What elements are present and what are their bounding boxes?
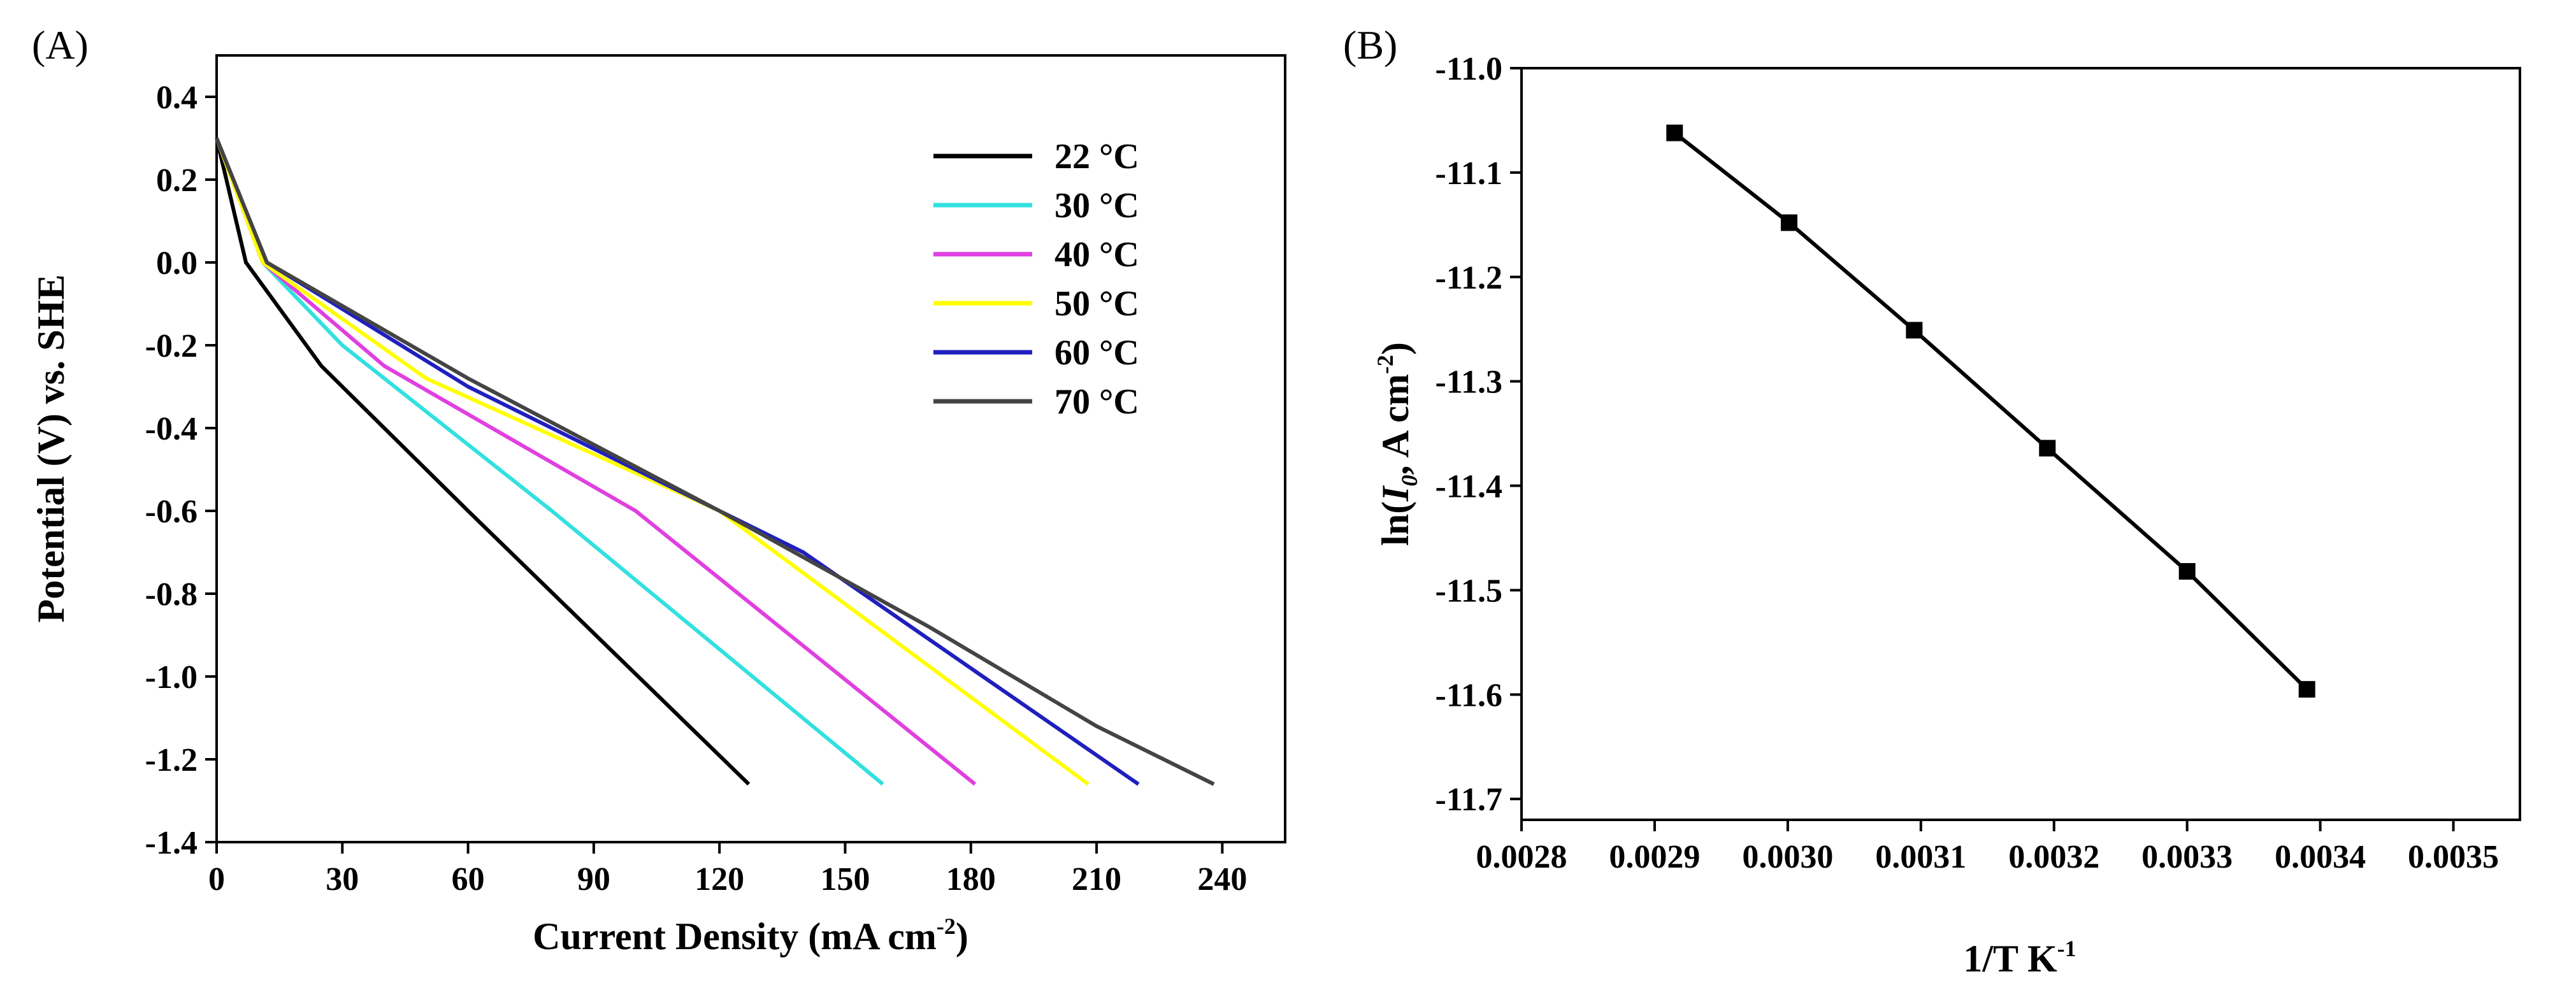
panel-b-data-point xyxy=(1666,124,1683,141)
panel-b-y-tick-label: -11.6 xyxy=(1436,677,1502,713)
panel-b: (B) 0.0028 0.0029 0.0030 0.0031 0.0032 0.0033… xyxy=(1343,22,2521,980)
panel-a-y-tick-label: 0.0 xyxy=(156,245,198,282)
panel-b-y-ticks: -11.7 -11.6 -11.5 -11.4 -11.3 -11.2 -11.1 -11.0 xyxy=(1436,51,1522,818)
panel-a-legend: 22 °C 30 °C 40 °C 50 °C 60 °C 70 °C xyxy=(933,137,1139,422)
panel-a-legend-label-2: 40 °C xyxy=(1054,235,1139,275)
panel-a-x-tick-label: 210 xyxy=(1072,861,1121,898)
panel-a-legend-label-0: 22 °C xyxy=(1054,137,1139,176)
panel-a-x-tick-label: 0 xyxy=(208,861,225,898)
panel-a-series-line-4 xyxy=(215,137,1140,786)
panel-b-y-axis-title-sub: 0 xyxy=(1397,475,1422,486)
panel-b-x-tick-label: 0.0030 xyxy=(1742,839,1833,875)
panel-a-y-tick-label: -1.2 xyxy=(145,742,198,778)
panel-a-series xyxy=(215,137,1215,786)
panel-a-y-tick-label: -0.2 xyxy=(145,328,198,364)
panel-b-data-point xyxy=(2178,562,2196,580)
panel-b-label: (B) xyxy=(1343,22,1397,68)
panel-a-legend-label-4: 60 °C xyxy=(1054,333,1139,373)
panel-b-y-tick-label: -11.7 xyxy=(1436,782,1502,818)
panel-a-series-line-2 xyxy=(215,137,977,786)
panel-b-data-point xyxy=(2298,681,2315,698)
panel-a-y-tick-label: 0.2 xyxy=(156,162,198,199)
panel-a-y-ticks: -1.4 -1.2 -1.0 -0.8 -0.6 -0.4 -0.2 0.0 0.2 0.4 xyxy=(145,80,217,861)
panel-b-y-tick-label: -11.0 xyxy=(1436,51,1502,87)
panel-b-y-axis-title-end: ) xyxy=(1374,342,1416,355)
panel-b-x-tick-label: 0.0031 xyxy=(1875,839,1966,875)
panel-a-x-ticks: 0 30 60 90 120 150 180 210 240 xyxy=(208,842,1247,898)
panel-b-x-axis-title: 1/T K-1 xyxy=(1963,936,2076,980)
panel-b-data-point xyxy=(2039,440,2056,457)
panel-b-x-tick-label: 0.0028 xyxy=(1476,839,1567,875)
panel-a-x-tick-label: 90 xyxy=(577,861,610,898)
panel-a-x-axis-title-main: Current Density (mA cm xyxy=(533,915,937,957)
panel-b-plot-frame xyxy=(1520,67,2521,821)
panel-b-series xyxy=(1666,124,2315,698)
panel-a-x-axis-title-end: ) xyxy=(956,915,968,957)
panel-b-y-tick-label: -11.4 xyxy=(1436,469,1502,505)
panel-a-x-tick-label: 60 xyxy=(452,861,485,898)
panel-b-y-tick-label: -11.1 xyxy=(1436,155,1502,192)
panel-a-y-axis-title: Potential (V) vs. SHE xyxy=(30,275,72,623)
panel-b-x-ticks: 0.0028 0.0029 0.0030 0.0031 0.0032 0.0033 0.00… xyxy=(1476,820,2499,875)
panel-a-x-axis-title-sup: -2 xyxy=(937,913,956,939)
panel-b-x-tick-label: 0.0034 xyxy=(2275,839,2366,875)
panel-b-data-point xyxy=(1906,322,1923,339)
panel-a-plot-frame xyxy=(215,54,1286,843)
panel-b-y-axis-title: ln(I0, A cm-2) xyxy=(1372,342,1422,546)
panel-a-y-tick-label: -1.4 xyxy=(145,825,198,861)
panel-a-x-axis-title: Current Density (mA cm-2) xyxy=(533,913,968,957)
panel-b-x-tick-label: 0.0032 xyxy=(2008,839,2099,875)
panel-a-x-tick-label: 30 xyxy=(326,861,359,898)
panel-b-x-axis-title-main: 1/T K xyxy=(1963,938,2057,980)
panel-a-series-line-0 xyxy=(215,138,751,786)
panel-b-y-axis-title-italic: I xyxy=(1374,485,1416,502)
panel-a-x-tick-label: 240 xyxy=(1197,861,1247,898)
panel-a-x-tick-label: 120 xyxy=(694,861,744,898)
panel-b-x-axis-title-sup: -1 xyxy=(2057,936,2076,961)
panel-a-legend-label-3: 50 °C xyxy=(1054,284,1139,324)
panel-b-y-axis-title-post: , A cm xyxy=(1374,374,1416,475)
panel-a-y-tick-label: -0.8 xyxy=(145,576,198,613)
panel-b-y-tick-label: -11.2 xyxy=(1436,260,1502,296)
panel-b-x-tick-label: 0.0033 xyxy=(2141,839,2233,875)
panel-a-legend-label-1: 30 °C xyxy=(1054,186,1139,226)
panel-a-y-tick-label: -1.0 xyxy=(145,659,198,696)
panel-a-series-line-3 xyxy=(215,137,1090,786)
panel-a-label: (A) xyxy=(32,22,89,68)
panel-a-y-tick-label: -0.4 xyxy=(145,411,198,447)
panel-b-y-axis-title-sup: -2 xyxy=(1372,355,1398,374)
panel-a-series-line-5 xyxy=(215,137,1215,786)
panel-b-y-axis-title-pre: ln( xyxy=(1374,501,1416,546)
panel-b-x-tick-label: 0.0035 xyxy=(2408,839,2499,875)
panel-a-y-tick-label: 0.4 xyxy=(156,80,198,116)
panel-b-data-point xyxy=(1780,214,1797,231)
panel-b-y-tick-label: -11.3 xyxy=(1436,364,1502,401)
panel-b-x-tick-label: 0.0029 xyxy=(1609,839,1700,875)
panel-b-y-tick-label: -11.5 xyxy=(1436,573,1502,609)
panel-b-fit-line xyxy=(1673,131,2308,691)
panel-a-y-tick-label: -0.6 xyxy=(145,494,198,530)
panel-a-legend-label-5: 70 °C xyxy=(1054,382,1139,422)
panel-a: (A) 0 30 60 90 120 150 180 210 240 -1.4-1.2-1.0-… xyxy=(30,22,1286,957)
panel-a-x-tick-label: 180 xyxy=(946,861,996,898)
panel-a-x-tick-label: 150 xyxy=(820,861,870,898)
